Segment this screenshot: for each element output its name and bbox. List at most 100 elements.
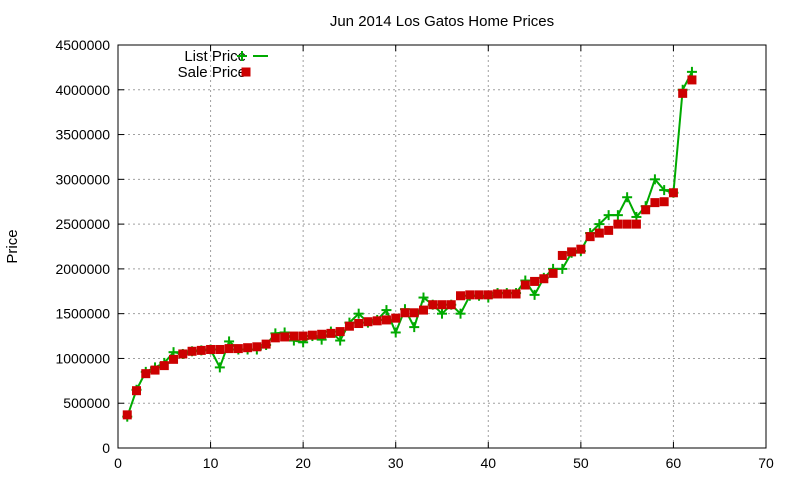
sale-price-point (363, 317, 373, 327)
sale-price-point (391, 313, 401, 323)
y-tick-label: 1000000 (55, 350, 110, 366)
chart-title: Jun 2014 Los Gatos Home Prices (330, 13, 554, 30)
sale-price-point (641, 205, 651, 215)
sale-price-point (465, 290, 475, 300)
sale-price-point (344, 321, 354, 331)
sale-price-point (196, 345, 206, 355)
y-tick-label: 2000000 (55, 261, 110, 277)
sale-price-point (178, 349, 188, 359)
sale-price-point (650, 198, 660, 208)
sale-price-point (631, 219, 641, 229)
x-tick-label: 0 (114, 455, 122, 471)
y-tick-label: 500000 (63, 395, 110, 411)
series-layer (122, 66, 697, 422)
sale-price-point (270, 333, 280, 343)
sale-price-point (261, 339, 271, 349)
sale-price-point (604, 225, 614, 235)
sale-price-point (252, 342, 262, 352)
legend: List Price Sale Price (178, 48, 268, 81)
sale-price-point (687, 75, 697, 85)
sale-price-point (493, 289, 503, 299)
sale-price-point (317, 329, 327, 339)
y-tick-label: 4000000 (55, 82, 110, 98)
sale-price-point (206, 344, 216, 354)
sale-price-point (418, 305, 428, 315)
sale-price-point (530, 276, 540, 286)
sale-price-point (428, 300, 438, 310)
sale-price-point (548, 268, 558, 278)
list-price-point (622, 192, 633, 203)
sale-price-point (613, 219, 623, 229)
list-price-point (649, 174, 660, 185)
sale-price-point (298, 331, 308, 341)
list-price-line (126, 71, 693, 417)
axis-ticks: 0 10 20 30 40 50 60 70 0 500000 1000000 1500000 2000… (55, 37, 774, 471)
plot-frame (117, 44, 767, 449)
sale-price-point (326, 328, 336, 338)
sale-price-point (243, 343, 253, 353)
y-tick-label: 1500000 (55, 306, 110, 322)
sale-price-point (483, 290, 493, 300)
sale-price-point (520, 280, 530, 290)
sale-price-point (409, 308, 419, 318)
list-price-point (455, 308, 466, 319)
list-price-point (529, 289, 540, 300)
sale-price-point (233, 344, 243, 354)
list-price-point (409, 322, 420, 333)
sale-price-point (594, 228, 604, 238)
list-price-point (390, 327, 401, 338)
sale-price-point (122, 410, 132, 420)
list-price-point (418, 292, 429, 303)
x-tick-label: 10 (203, 455, 219, 471)
sale-price-point (280, 332, 290, 342)
list-price-point (594, 219, 605, 230)
sale-price-point (585, 232, 595, 242)
sale-price-point (474, 290, 484, 300)
sale-price-point (659, 197, 669, 207)
sale-price-point (678, 88, 688, 98)
sale-price-point (502, 289, 512, 299)
list-price-point (659, 185, 670, 196)
list-price-point (686, 66, 697, 77)
y-tick-label: 0 (102, 440, 110, 456)
y-tick-label: 2500000 (55, 216, 110, 232)
y-axis-label: Price (4, 229, 21, 263)
sale-price-point (150, 365, 160, 375)
sale-price-point (187, 346, 197, 356)
list-price-point (603, 210, 614, 221)
x-tick-label: 20 (295, 455, 311, 471)
legend-label-list-price: List Price (184, 48, 246, 65)
sale-price-point (224, 344, 234, 354)
list-price-point (335, 335, 346, 346)
sale-price-point (668, 188, 678, 198)
x-tick-label: 30 (388, 455, 404, 471)
list-price-point (437, 308, 447, 319)
sale-price-point (381, 315, 391, 325)
list-price-point (557, 263, 568, 274)
legend-label-sale-price: Sale Price (178, 64, 246, 81)
list-price-point (214, 362, 225, 373)
sale-price-point (289, 331, 299, 341)
sale-price-point (622, 219, 632, 229)
sale-price-point (372, 316, 382, 326)
legend-sample-list-price (237, 51, 268, 61)
y-tick-label: 4500000 (55, 37, 110, 53)
sale-price-point (557, 250, 567, 260)
sale-price-point (437, 300, 447, 310)
sale-price-point (335, 327, 345, 337)
sale-price-point (141, 369, 151, 379)
legend-square-marker (241, 67, 251, 77)
sale-price-point (511, 289, 521, 299)
sale-price-point (159, 361, 169, 371)
sale-price-point (354, 319, 364, 329)
sale-price-point (456, 291, 466, 301)
sale-price-point (307, 330, 317, 340)
sale-price-point (215, 344, 225, 354)
sale-price-point (169, 354, 179, 364)
x-tick-label: 70 (758, 455, 774, 471)
x-tick-label: 60 (666, 455, 682, 471)
list-price-point (353, 308, 364, 319)
list-price-point (612, 210, 623, 221)
